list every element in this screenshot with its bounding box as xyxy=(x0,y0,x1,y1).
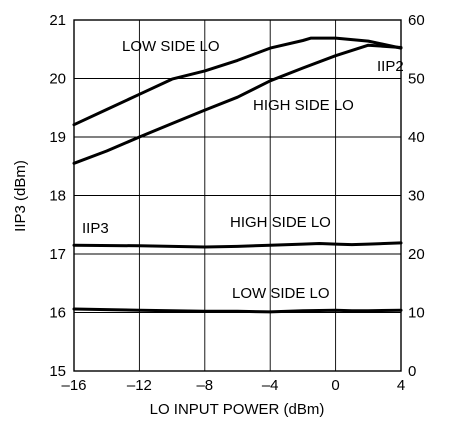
x-tick-label: 4 xyxy=(397,377,405,394)
y2-tick-label: 20 xyxy=(408,246,425,263)
annotation-high-side-lo-lower: HIGH SIDE LO xyxy=(230,214,331,231)
x-tick-label: –8 xyxy=(196,377,213,394)
x-axis-label: LO INPUT POWER (dBm) xyxy=(150,401,325,418)
y2-tick-label: 10 xyxy=(408,305,425,322)
y2-tick-label: 0 xyxy=(408,363,416,380)
y-tick-label: 21 xyxy=(49,12,66,29)
annotation-low-side-lo-upper: LOW SIDE LO xyxy=(122,38,220,55)
series-line-high-side-lo-iip2 xyxy=(72,43,403,165)
grid-layer xyxy=(74,20,401,371)
annotation-iip3: IIP3 xyxy=(82,220,109,237)
y2-tick-label: 60 xyxy=(408,12,425,29)
series-line-high-side-lo-iip3 xyxy=(72,241,403,249)
y-axis-label: IIP3 (dBm) xyxy=(12,160,29,232)
y-tick-label: 19 xyxy=(49,129,66,146)
y2-tick-label: 40 xyxy=(408,129,425,146)
annotation-low-side-lo-lower: LOW SIDE LO xyxy=(232,285,330,302)
x-tick-label: –16 xyxy=(61,377,86,394)
y-tick-label: 18 xyxy=(49,188,66,205)
x-tick-label: 0 xyxy=(331,377,339,394)
series-line-low-side-lo-iip3 xyxy=(72,307,403,314)
annotation-high-side-lo-upper: HIGH SIDE LO xyxy=(253,97,354,114)
y2-tick-label: 50 xyxy=(408,71,425,88)
annotation-iip2: IIP2 xyxy=(377,58,404,75)
series-layer xyxy=(72,36,403,314)
series-line-low-side-lo-iip2 xyxy=(72,36,403,127)
y2-tick-label: 30 xyxy=(408,188,425,205)
y-tick-label: 16 xyxy=(49,305,66,322)
x-tick-label: –12 xyxy=(127,377,152,394)
x-tick-label: –4 xyxy=(262,377,279,394)
plot-frame xyxy=(73,19,402,372)
y-tick-label: 17 xyxy=(49,246,66,263)
y-tick-label: 20 xyxy=(49,71,66,88)
y-tick-label: 15 xyxy=(49,363,66,380)
